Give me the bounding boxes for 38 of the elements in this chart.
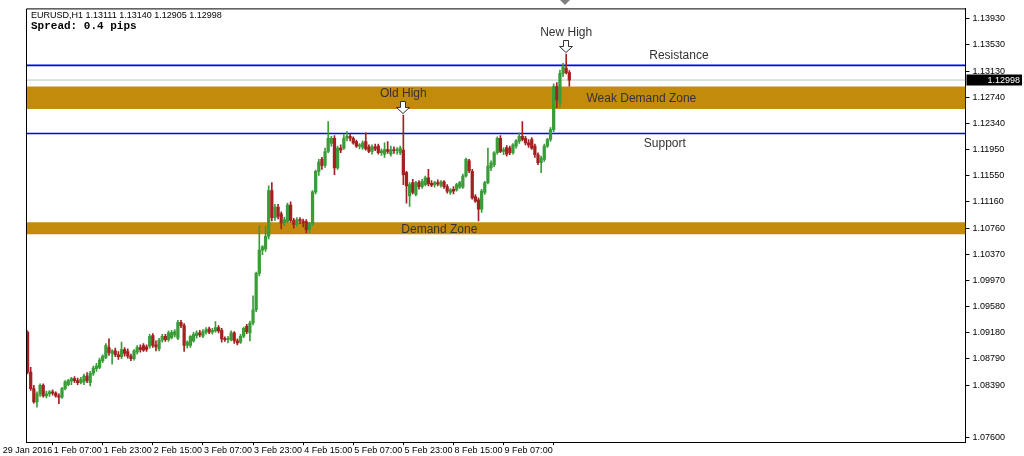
y-tick-label: 1.09970 <box>972 275 1006 286</box>
y-tick-label: 1.11950 <box>972 143 1005 154</box>
annotation: Old High <box>380 86 427 101</box>
x-tick-label: 3 Feb 23:00 <box>254 445 303 456</box>
chart-title: EURUSD,H1 1.13111 1.13140 1.12905 1.12998 <box>31 10 222 21</box>
annotation: New High <box>540 25 593 40</box>
y-tick-label: 1.08790 <box>972 353 1006 364</box>
y-tick-label: 1.09580 <box>972 300 1006 311</box>
x-tick-label: 5 Feb 23:00 <box>404 445 453 456</box>
x-tick-label: 9 Feb 07:00 <box>504 445 553 456</box>
x-tick-label: 5 Feb 07:00 <box>354 445 403 456</box>
x-tick-label: 3 Feb 07:00 <box>203 445 253 456</box>
text: Spread: 0.4 pips <box>31 20 137 33</box>
y-tick-label: 1.13130 <box>972 65 1006 76</box>
band-label: Demand Zone <box>401 221 478 236</box>
candlestick <box>386 141 390 154</box>
y-tick-label: 1.13930 <box>972 12 1006 23</box>
y-tick-label: 1.10370 <box>972 248 1006 259</box>
x-tick-label: 4 Feb 15:00 <box>304 445 353 456</box>
ref-line-label: Resistance <box>649 47 709 62</box>
ref-line-label: 1.12998 <box>987 75 1020 86</box>
y-tick-label: 1.10760 <box>972 222 1006 233</box>
y-tick-label: 1.12340 <box>972 118 1006 129</box>
y-tick-label: 1.11160 <box>972 196 1004 207</box>
y-tick-label: 1.07600 <box>972 432 1006 443</box>
x-tick-label: 2 Feb 15:00 <box>153 445 202 456</box>
ref-line-label: Support <box>643 135 687 150</box>
x-tick-label: 8 Feb 15:00 <box>454 445 503 456</box>
y-tick-label: 1.11550 <box>972 170 1005 181</box>
band-label: Weak Demand Zone <box>586 91 697 106</box>
y-tick-label: 1.08390 <box>972 379 1006 390</box>
y-tick-label: 1.13530 <box>972 39 1006 50</box>
x-tick-label: 1 Feb 23:00 <box>103 445 152 456</box>
candlestick <box>298 217 302 224</box>
x-tick-label: 1 Feb 07:00 <box>53 445 102 456</box>
x-tick-label: 29 Jan 2016 <box>2 445 53 456</box>
y-tick-label: 1.12740 <box>972 91 1006 102</box>
y-tick-label: 1.09180 <box>972 327 1006 338</box>
